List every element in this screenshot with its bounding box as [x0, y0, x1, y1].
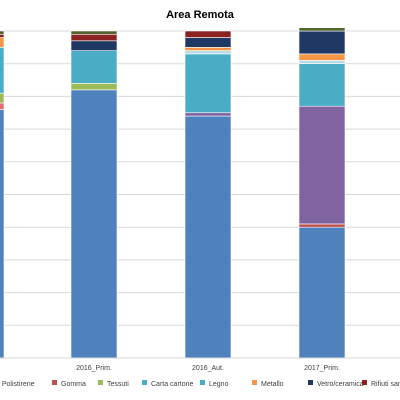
chart-title: Area Remota [166, 9, 235, 21]
legend-swatch [362, 380, 367, 385]
bar-segment [298, 30, 346, 55]
bar-segment [184, 50, 232, 55]
bar-segment [0, 102, 5, 110]
legend-swatch [308, 380, 313, 385]
bar-segment [298, 226, 346, 359]
legend-swatch [252, 380, 257, 385]
bar-segment [70, 30, 118, 35]
bar-segment [0, 30, 5, 35]
x-tick-label: 2016_Prim. [76, 365, 112, 372]
bar-segment [298, 223, 346, 228]
bar-segment [0, 109, 5, 359]
bar-segment [0, 33, 5, 38]
legend-label: Metallo [261, 381, 284, 388]
bar-segment [184, 115, 232, 359]
bar-segment [0, 47, 5, 94]
legend-label: e Polistirene [0, 381, 35, 388]
legend: e Polistirene Gomma Tessuti Carta cartone Le… [0, 380, 400, 388]
legend-swatch [200, 380, 205, 385]
bar-segment [0, 37, 5, 48]
bar-segment [298, 63, 346, 107]
bar-segment [184, 112, 232, 117]
bar-segment [184, 30, 232, 38]
bars [0, 27, 400, 359]
legend-label: Tessuti [107, 381, 129, 388]
bar-segment [70, 33, 118, 42]
bar-segment [70, 50, 118, 84]
legend-label: Carta cartone [151, 381, 194, 388]
bar-segment [70, 83, 118, 91]
legend-label: Gomma [61, 381, 86, 388]
legend-label: Legno [209, 381, 229, 388]
bar-segment [0, 92, 5, 104]
legend-swatch [52, 380, 57, 385]
bar-segment [70, 89, 118, 359]
bar-segment [298, 60, 346, 65]
legend-swatch [98, 380, 103, 385]
legend-label: Vetro/ceramica [317, 381, 364, 388]
legend-swatch [142, 380, 147, 385]
bar-segment [70, 40, 118, 51]
x-tick-label: 2017_Prim. [304, 365, 340, 372]
x-tick-label: 2016_Aut. [192, 365, 224, 372]
legend-label: Rifiuti sanitari [371, 381, 400, 388]
bar-segment [298, 53, 346, 61]
bar-segment [184, 37, 232, 48]
bar-segment [184, 47, 232, 51]
bar-segment [298, 27, 346, 32]
x-axis-ticks: 2016_Prim. 2016_Aut. 2017_Prim. [76, 365, 340, 372]
bar-segment [184, 53, 232, 114]
bar-segment [298, 105, 346, 225]
